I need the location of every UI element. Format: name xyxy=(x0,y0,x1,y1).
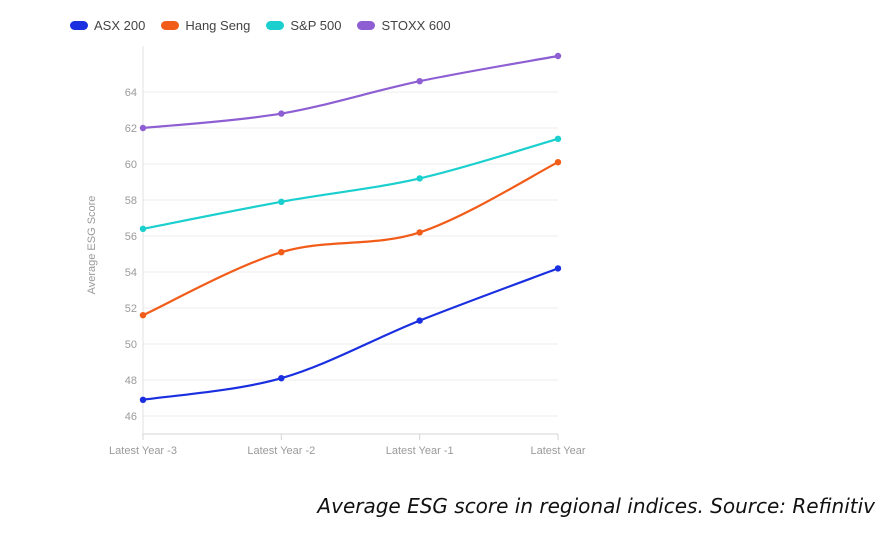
legend-label: STOXX 600 xyxy=(381,18,451,33)
data-point xyxy=(416,229,423,236)
x-tick-label: Latest Year -3 xyxy=(109,445,177,457)
legend-label: ASX 200 xyxy=(94,18,146,33)
series-s-p-500 xyxy=(139,135,562,232)
legend-swatch xyxy=(161,21,180,30)
data-point xyxy=(139,225,147,232)
data-point xyxy=(554,265,562,272)
data-point xyxy=(278,375,285,382)
axes xyxy=(142,46,558,435)
y-tick-labels: 46 48 50 52 54 56 58 60 62 64 xyxy=(125,87,137,423)
data-point xyxy=(416,317,423,324)
data-point xyxy=(278,110,285,117)
y-tick-label: 46 xyxy=(125,411,137,423)
series-hang-seng xyxy=(139,159,562,319)
y-tick-label: 60 xyxy=(125,159,137,171)
legend-label: S&P 500 xyxy=(290,18,342,33)
data-point xyxy=(139,312,147,319)
legend-swatch xyxy=(266,21,285,30)
data-point xyxy=(278,198,285,205)
legend-swatch xyxy=(357,21,376,30)
series-line xyxy=(142,137,559,230)
data-point xyxy=(554,159,562,166)
x-tick-labels: Latest Year -3 Latest Year -2 Latest Year … xyxy=(109,434,586,457)
y-tick-label: 52 xyxy=(125,303,137,315)
legend: ASX 200 Hang Seng S&P 500 STOXX 600 xyxy=(70,18,451,33)
figure-caption: Average ESG score in regional indices. S… xyxy=(317,494,875,518)
series-lines xyxy=(139,52,562,403)
data-point xyxy=(554,52,562,60)
legend-item[interactable]: Hang Seng xyxy=(161,18,250,33)
x-tick-label: Latest Year xyxy=(530,445,585,457)
legend-swatch xyxy=(70,21,88,30)
data-point xyxy=(139,396,147,403)
y-tick-label: 58 xyxy=(125,195,137,207)
data-point xyxy=(554,135,562,142)
series-line xyxy=(142,267,559,401)
series-line xyxy=(142,54,559,130)
data-point xyxy=(139,124,147,132)
y-tick-label: 64 xyxy=(125,87,137,99)
series-asx-200 xyxy=(139,265,562,403)
y-tick-label: 62 xyxy=(125,123,137,135)
data-point xyxy=(416,78,423,85)
series-stoxx-600 xyxy=(139,52,562,132)
data-point xyxy=(278,249,285,256)
legend-item[interactable]: S&P 500 xyxy=(266,18,341,33)
y-tick-label: 50 xyxy=(125,339,137,351)
legend-item[interactable]: ASX 200 xyxy=(70,18,145,33)
y-tick-label: 48 xyxy=(125,375,137,387)
series-line xyxy=(142,161,559,317)
legend-item[interactable]: STOXX 600 xyxy=(357,18,451,33)
grid-lines xyxy=(143,91,558,417)
y-tick-label: 54 xyxy=(125,267,137,279)
x-tick-label: Latest Year -1 xyxy=(386,445,454,457)
y-axis-label: Average ESG Score xyxy=(86,196,98,295)
x-tick-label: Latest Year -2 xyxy=(247,445,315,457)
y-tick-label: 56 xyxy=(125,231,137,243)
data-point xyxy=(416,175,423,182)
legend-label: Hang Seng xyxy=(185,18,251,33)
